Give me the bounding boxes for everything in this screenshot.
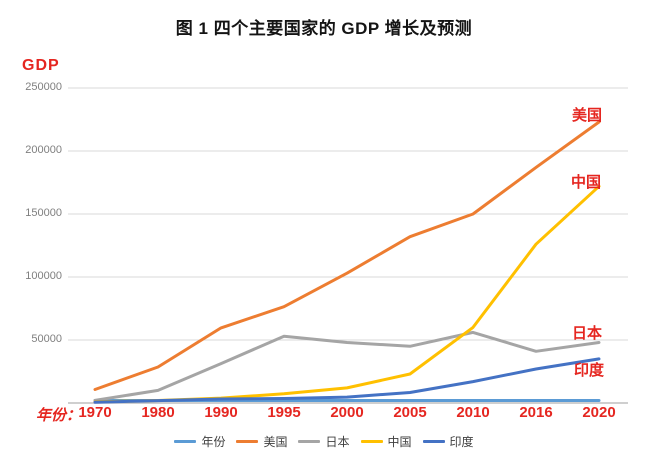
series-label-india: 印度 [574, 362, 605, 379]
x-tick-label: 1990 [204, 404, 238, 421]
series-label-japan: 日本 [572, 325, 603, 342]
x-tick-label: 1970 [78, 404, 112, 421]
legend-label: 年份 [201, 435, 226, 449]
legend-item-usa: 美国 [236, 433, 287, 450]
series-label-china: 中国 [571, 174, 602, 191]
y-tick-label: 50000 [31, 333, 62, 345]
series-label-usa: 美国 [572, 107, 603, 124]
legend-item-india: 印度 [422, 433, 474, 450]
x-tick-label: 2020 [582, 404, 616, 421]
legend-swatch [422, 440, 445, 443]
y-axis-ticks: 250000 200000 150000 100000 50000 [0, 0, 62, 420]
x-axis-ticks: 1970 1980 1990 1995 2000 2005 2010 2016 2020 [0, 404, 648, 424]
legend-swatch [298, 440, 321, 443]
y-axis-label: GDP [22, 57, 60, 74]
x-tick-label: 1995 [267, 404, 301, 421]
x-tick-label: 2016 [519, 404, 553, 421]
legend-item-china: 中国 [360, 433, 412, 450]
y-tick-label: 250000 [25, 81, 62, 93]
legend-label: 印度 [449, 435, 474, 449]
series-line-usa [93, 120, 601, 391]
x-axis-prefix-label: 年份： [36, 407, 82, 424]
x-tick-label: 2005 [393, 404, 427, 421]
legend-label: 中国 [387, 435, 412, 449]
chart-legend: 年份 美国 日本 中国 印度 [0, 433, 648, 450]
legend-label: 美国 [263, 435, 288, 449]
y-tick-label: 200000 [25, 144, 62, 156]
y-tick-label: 150000 [25, 207, 62, 219]
legend-item-years: 年份 [174, 433, 225, 450]
legend-swatch [236, 440, 259, 443]
legend-swatch [360, 440, 383, 443]
x-tick-label: 1980 [141, 404, 175, 421]
x-tick-label: 2010 [456, 404, 490, 421]
series-line-india [93, 357, 601, 404]
series-line-china [93, 184, 601, 404]
legend-swatch [174, 440, 197, 443]
legend-label: 日本 [325, 435, 350, 449]
chart-title: 图 1 四个主要国家的 GDP 增长及预测 [175, 19, 473, 38]
y-tick-label: 100000 [25, 270, 62, 282]
series-line-japan [93, 330, 601, 402]
x-tick-label: 2000 [330, 404, 364, 421]
legend-item-japan: 日本 [298, 433, 350, 450]
